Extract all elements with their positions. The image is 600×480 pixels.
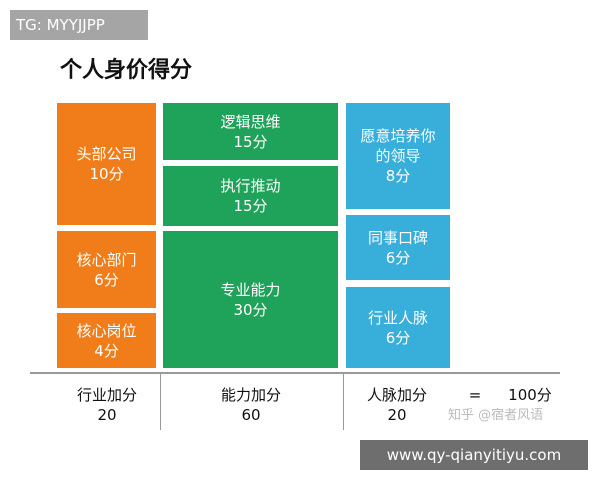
- block-text: 头部公司: [76, 145, 137, 163]
- site-banner: www.qy-qianyitiyu.com: [360, 440, 588, 470]
- block-text: 专业能力: [220, 280, 281, 299]
- footer-text: 能力加分: [220, 386, 281, 404]
- equals: =: [468, 386, 482, 404]
- total: 100分: [508, 386, 552, 404]
- block-text: 6分: [94, 270, 119, 289]
- footer: 人脉加分 20: [342, 385, 452, 425]
- block-text: 核心部门: [76, 250, 137, 269]
- score-block: 专业能力 30分: [163, 231, 338, 368]
- block-text: 4分: [94, 341, 119, 360]
- tag: TG: MYYJJPP: [10, 10, 148, 40]
- block-text: 执行推动: [220, 177, 281, 195]
- block-text: 10分: [89, 165, 124, 183]
- block-text: 15分: [233, 132, 268, 151]
- score-block: 核心部门 6分: [57, 231, 156, 308]
- watermark: 知乎 @宿者风语: [448, 408, 544, 423]
- score-block: 行业人脉 6分: [346, 287, 450, 368]
- block-text: 核心岗位: [76, 321, 137, 340]
- footer: 能力加分 60: [196, 385, 306, 425]
- block-text: 逻辑思维: [220, 112, 281, 131]
- score-block: 执行推动 15分: [163, 166, 338, 226]
- block-text: 行业人脉: [367, 308, 428, 327]
- footer: 行业加分 20: [52, 385, 162, 425]
- baseline: [30, 372, 560, 374]
- block-text: 15分: [233, 197, 268, 215]
- separator: [343, 374, 344, 430]
- title: 个人身价得分: [60, 58, 193, 83]
- footer-text: 60: [241, 406, 261, 424]
- footer-text: 人脉加分: [366, 386, 427, 404]
- block-text: 的领导: [375, 147, 421, 165]
- footer-text: 20: [97, 406, 117, 424]
- block-text: 6分: [385, 328, 411, 347]
- block-text: 30分: [233, 300, 268, 319]
- block-text: 6分: [385, 248, 411, 267]
- score-block: 同事口碑 6分: [346, 215, 450, 280]
- footer-text: 行业加分: [76, 386, 137, 404]
- block-text: 愿意培养你: [360, 127, 436, 145]
- block-text: 8分: [385, 167, 411, 185]
- score-block: 愿意培养你的领导 8分: [346, 103, 450, 209]
- separator: [160, 374, 161, 430]
- footer-text: 20: [387, 406, 407, 424]
- score-block: 头部公司 10分: [57, 103, 156, 225]
- score-block: 逻辑思维 15分: [163, 103, 338, 160]
- block-text: 同事口碑: [367, 228, 428, 247]
- score-block: 核心岗位 4分: [57, 313, 156, 368]
